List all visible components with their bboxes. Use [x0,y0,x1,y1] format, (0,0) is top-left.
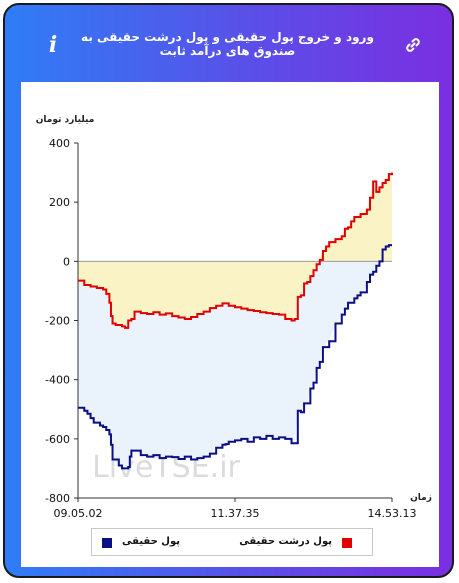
link-icon[interactable] [405,37,421,53]
y-tick-label: 0 [63,255,70,268]
info-icon[interactable]: i [48,32,58,58]
chart-svg: میلیارد تومان زمان LiveTSE.ir 4002000-20… [36,115,432,520]
y-tick-label: 200 [49,196,70,209]
plot-area: 400 200 0 -200 -400 -600 -800 09.05.02 11.37.35 1… [45,137,416,520]
y-tick-label: -200 [45,315,70,328]
legend-swatch-real-money [102,538,112,548]
series-area-1 [78,172,392,328]
x-tick-label: 11.37.35 [211,507,260,520]
legend-label-real-money: پول حقیقی [122,536,180,547]
legend: پول درشت حقیقی پول حقیقی [91,528,373,556]
card-header: i ورود و خروج پول حقیقی و پول درشت حقیقی… [5,5,452,77]
y-tick-label: 400 [49,137,70,150]
chart-card: i ورود و خروج پول حقیقی و پول درشت حقیقی… [3,3,454,578]
y-tick-label: -400 [45,374,70,387]
legend-item-big-real-money[interactable]: پول درشت حقیقی [212,536,362,550]
y-tick-label: -800 [45,492,70,505]
legend-swatch-big-real-money [342,538,352,548]
y-axis-label: میلیارد تومان [36,115,95,125]
y-tick-label: -600 [45,433,70,446]
x-axis-label: زمان [410,493,432,503]
x-tick-label: 09.05.02 [54,507,103,520]
series-line-0 [78,244,392,470]
series-line-1 [78,172,393,329]
x-tick-label: 14.53.13 [368,507,417,520]
chart-panel: میلیارد تومان زمان LiveTSE.ir 400 200 0 -20… [21,82,439,567]
legend-label-big-real-money: پول درشت حقیقی [239,536,332,547]
legend-item-real-money[interactable]: پول حقیقی [92,536,212,550]
chart-title: ورود و خروج پول حقیقی و پول درشت حقیقی ب… [81,30,374,58]
